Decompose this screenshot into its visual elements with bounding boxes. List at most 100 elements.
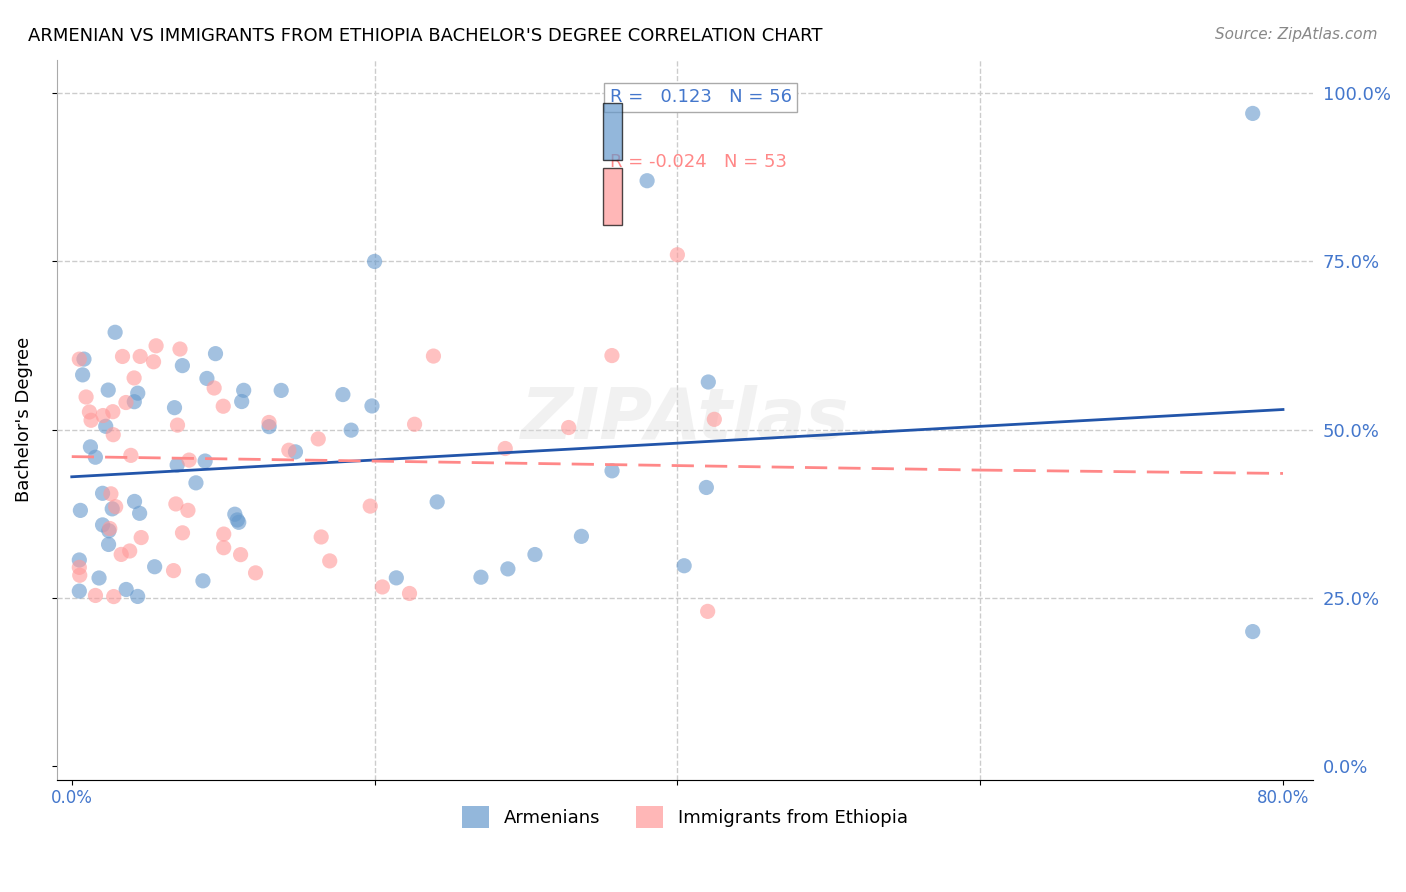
- Point: [184, 475, 207, 490]
- Point: [212, 399, 235, 413]
- Point: [101, 405, 124, 419]
- Point: [494, 442, 516, 456]
- Point: [124, 494, 146, 508]
- Point: [202, 381, 225, 395]
- Point: [101, 501, 124, 516]
- Point: [470, 570, 492, 584]
- Point: [571, 529, 593, 543]
- Point: [232, 384, 254, 398]
- Point: [600, 464, 623, 478]
- Point: [224, 507, 246, 521]
- Point: [79, 440, 101, 454]
- Point: [1241, 624, 1264, 639]
- Point: [91, 517, 114, 532]
- Point: [143, 559, 166, 574]
- Point: [67, 560, 90, 574]
- Point: [340, 423, 363, 437]
- Point: [72, 368, 94, 382]
- Point: [145, 339, 167, 353]
- Point: [257, 416, 280, 430]
- Point: [115, 582, 138, 597]
- Text: Source: ZipAtlas.com: Source: ZipAtlas.com: [1215, 27, 1378, 42]
- Point: [110, 548, 132, 562]
- Point: [695, 480, 717, 494]
- Point: [94, 419, 117, 434]
- FancyBboxPatch shape: [603, 168, 621, 225]
- Point: [67, 584, 90, 599]
- Point: [226, 513, 249, 527]
- Point: [307, 432, 329, 446]
- Point: [277, 443, 299, 458]
- Point: [385, 571, 408, 585]
- Point: [104, 326, 127, 340]
- Point: [359, 499, 381, 513]
- Point: [98, 521, 121, 535]
- Point: [636, 174, 658, 188]
- Point: [177, 453, 200, 467]
- Point: [73, 352, 96, 367]
- Point: [1241, 106, 1264, 120]
- Point: [120, 448, 142, 462]
- Text: R =   0.123   N = 56: R = 0.123 N = 56: [610, 88, 792, 106]
- Point: [87, 571, 110, 585]
- Point: [191, 574, 214, 588]
- Point: [245, 566, 267, 580]
- Point: [523, 548, 546, 562]
- Point: [229, 548, 252, 562]
- Point: [163, 401, 186, 415]
- Point: [103, 427, 125, 442]
- Point: [257, 419, 280, 434]
- Point: [371, 580, 394, 594]
- Legend: Armenians, Immigrants from Ethiopia: Armenians, Immigrants from Ethiopia: [456, 799, 915, 836]
- Point: [166, 458, 188, 472]
- Point: [319, 554, 342, 568]
- Point: [697, 375, 720, 389]
- Point: [69, 568, 91, 582]
- Point: [67, 553, 90, 567]
- Point: [204, 346, 226, 360]
- Point: [75, 390, 97, 404]
- Point: [696, 604, 718, 618]
- Point: [557, 420, 579, 434]
- Point: [496, 562, 519, 576]
- Point: [426, 495, 449, 509]
- Point: [172, 359, 194, 373]
- Point: [404, 417, 426, 432]
- Point: [97, 537, 120, 551]
- Point: [97, 383, 120, 397]
- Point: [100, 487, 122, 501]
- Point: [84, 589, 107, 603]
- Point: [422, 349, 444, 363]
- Point: [172, 525, 194, 540]
- Point: [97, 524, 120, 538]
- Point: [673, 558, 696, 573]
- Point: [127, 590, 149, 604]
- Point: [67, 352, 90, 367]
- Point: [166, 418, 188, 433]
- Point: [103, 590, 125, 604]
- Point: [91, 409, 114, 423]
- Point: [118, 544, 141, 558]
- Point: [162, 564, 184, 578]
- Y-axis label: Bachelor's Degree: Bachelor's Degree: [15, 337, 32, 502]
- Point: [228, 516, 250, 530]
- Point: [84, 450, 107, 465]
- Point: [129, 531, 152, 545]
- Text: ARMENIAN VS IMMIGRANTS FROM ETHIOPIA BACHELOR'S DEGREE CORRELATION CHART: ARMENIAN VS IMMIGRANTS FROM ETHIOPIA BAC…: [28, 27, 823, 45]
- Point: [332, 387, 354, 401]
- Point: [128, 506, 150, 520]
- Point: [80, 413, 103, 427]
- Point: [666, 248, 689, 262]
- Point: [194, 454, 217, 468]
- Point: [115, 395, 138, 409]
- Point: [177, 503, 200, 517]
- Point: [284, 445, 307, 459]
- Text: ZIPAtlas: ZIPAtlas: [520, 385, 849, 454]
- FancyBboxPatch shape: [603, 103, 621, 161]
- Point: [195, 371, 218, 385]
- Point: [129, 350, 152, 364]
- Point: [309, 530, 332, 544]
- Point: [104, 500, 127, 514]
- Point: [212, 541, 235, 555]
- Point: [79, 405, 101, 419]
